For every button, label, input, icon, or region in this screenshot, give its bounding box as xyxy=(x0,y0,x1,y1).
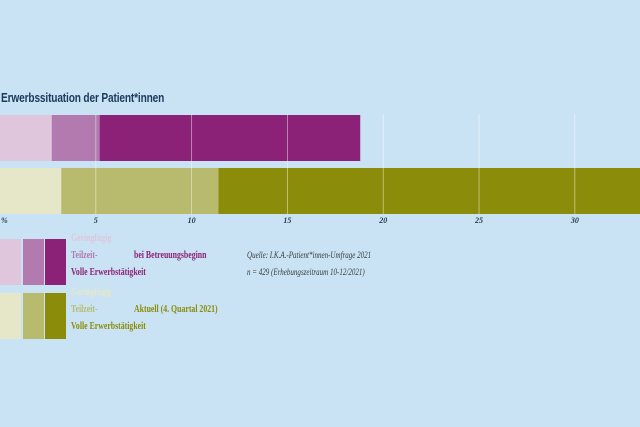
sample-size-note: n = 429 (Erhebungszeitraum 10-12/2021) xyxy=(247,267,365,277)
legend-label-current-geringfuegig: Geringfügig xyxy=(71,287,112,298)
legend-label-current-vollzeit: Volle Erwerbstätigkeit xyxy=(71,321,146,332)
bar-segment-0-0 xyxy=(0,115,52,161)
legend-swatch-baseline-teilzeit xyxy=(23,239,44,285)
gridlines xyxy=(95,114,576,214)
bar-segment-1-0 xyxy=(0,168,62,214)
legend-swatch-current-vollzeit xyxy=(45,293,66,339)
x-tick-label-30: 30 xyxy=(570,216,579,225)
bar-segment-0-1 xyxy=(51,115,100,161)
x-tick-label-15: 15 xyxy=(283,216,291,225)
x-tick-label-20: 20 xyxy=(378,216,387,225)
legend-label-baseline-vollzeit: Volle Erwerbstätigkeit xyxy=(71,267,146,278)
legend-swatch-current-geringfuegig xyxy=(0,293,21,339)
chart-title: Erwerbssituation der Patient*innen xyxy=(1,90,165,105)
legend-label-current-teilzeit: Teilzeit- xyxy=(71,304,98,315)
x-tick-label-25: 25 xyxy=(474,216,483,225)
legend-swatch-baseline-vollzeit xyxy=(45,239,66,285)
x-axis-tick-labels: % 5 10 15 20 25 30 xyxy=(1,216,579,225)
legend-label-baseline-geringfuegig: Geringfügig xyxy=(71,233,112,244)
bar-segment-0-2 xyxy=(99,115,361,161)
bar-chart: % 5 10 15 20 25 30 xyxy=(0,114,640,225)
x-tick-label-0: % xyxy=(1,216,8,225)
legend-group-label-current: Aktuell (4. Quartal 2021) xyxy=(134,304,218,315)
legend-label-baseline-teilzeit: Teilzeit- xyxy=(71,250,98,261)
legend-group-label-baseline: bei Betreuungsbeginn xyxy=(134,250,207,261)
legend-swatch-baseline-geringfuegig xyxy=(0,239,21,285)
source-note: Quelle: I.K.A.-Patient*innen-Umfrage 202… xyxy=(247,250,372,260)
bars xyxy=(0,115,640,214)
legend-swatch-current-teilzeit xyxy=(23,293,44,339)
bar-segment-1-2 xyxy=(218,168,640,214)
x-tick-label-5: 5 xyxy=(94,216,98,225)
x-tick-label-10: 10 xyxy=(188,216,196,225)
bar-segment-1-1 xyxy=(61,168,219,214)
